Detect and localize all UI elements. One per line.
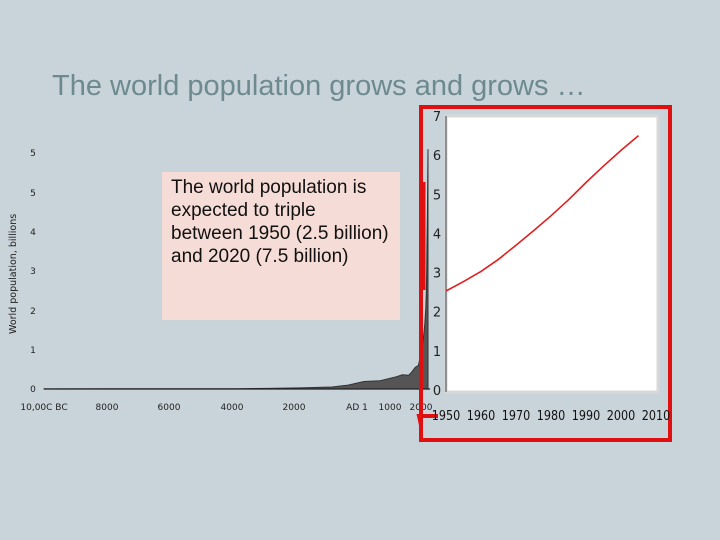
x-tick-label: 1000 (379, 403, 402, 413)
pointer-marker (416, 414, 438, 426)
inset-y-tick-label: 2 (433, 306, 441, 321)
x-tick-label: AD 1 (346, 403, 368, 413)
inset-y-tick-label: 5 (433, 188, 441, 203)
y-tick-label: 2 (30, 307, 36, 317)
y-tick-label: 5 (30, 189, 36, 199)
x-tick-label: 8000 (96, 403, 119, 413)
inset-x-tick-label: 1950 (432, 408, 460, 423)
y-tick-label: 1 (30, 346, 36, 356)
population-line (445, 134, 640, 292)
x-tick-label: 4000 (221, 403, 244, 413)
inset-x-tick-label: 1970 (502, 408, 530, 423)
inset-y-tick-label: 3 (433, 267, 441, 282)
historical-population-chart: 10,00C BC 8000 6000 4000 2000 AD 1 1000 2000012… (8, 149, 433, 413)
x-tick-label: 10,00C BC (20, 403, 67, 413)
inset-y-tick-label: 1 (433, 345, 441, 360)
inset-x-tick-label: 1960 (467, 408, 495, 423)
inset-x-tick-label: 2010 (642, 408, 670, 423)
inset-population-chart: 0 1 2 3 4 5 6 7 1950 1960 1970 1980 1990 2000 2010 (416, 105, 672, 442)
x-tick-label: 2000 (283, 403, 306, 413)
inset-y-tick-label: 0 (433, 384, 441, 399)
slide-title: The world population grows and grows … (52, 70, 586, 102)
inset-y-tick-label: 6 (433, 149, 441, 164)
inset-x-tick-label: 1990 (572, 408, 600, 423)
y-axis-label: World population, billions (8, 214, 19, 334)
inset-x-tick-label: 2000 (607, 408, 635, 423)
inset-panel (444, 114, 660, 394)
y-tick-label: 3 (30, 267, 36, 277)
y-tick-label: 0 (30, 385, 36, 395)
inset-y-tick-label: 4 (433, 227, 441, 242)
inset-x-tick-label: 1980 (537, 408, 565, 423)
inset-y-tick-label: 7 (433, 110, 441, 125)
x-tick-label: 6000 (158, 403, 181, 413)
callout-box: The world population is expected to trip… (162, 172, 400, 320)
y-tick-label: 5 (30, 149, 36, 159)
y-tick-label: 4 (30, 228, 36, 238)
